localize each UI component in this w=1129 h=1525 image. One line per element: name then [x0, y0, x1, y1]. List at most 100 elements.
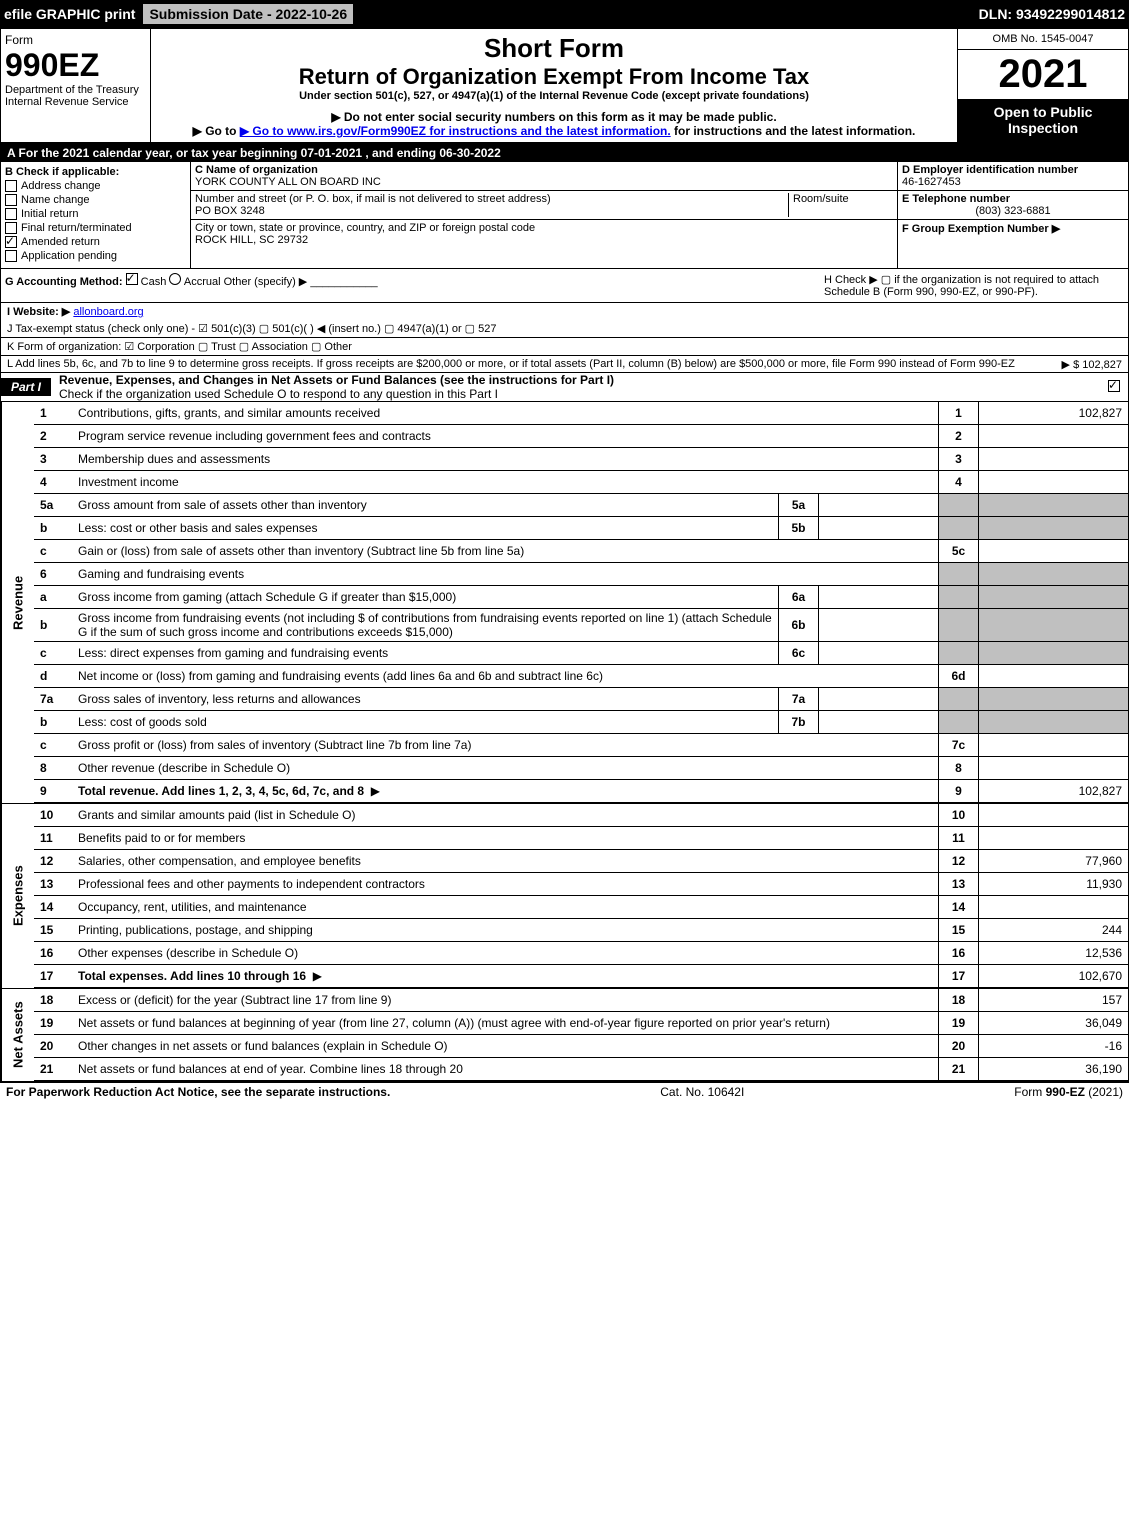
- line-number: d: [34, 665, 74, 687]
- line-box: 2: [938, 425, 978, 447]
- table-row: 4Investment income4: [34, 471, 1128, 494]
- radio-accrual[interactable]: [169, 273, 181, 285]
- checkbox-schedule-o[interactable]: [1108, 380, 1120, 392]
- checkbox-final-return[interactable]: [5, 222, 17, 234]
- line-value: [978, 896, 1128, 918]
- section-g-accounting: G Accounting Method: Cash Accrual Other …: [5, 273, 824, 298]
- submission-date: Submission Date - 2022-10-26: [141, 2, 355, 26]
- line-number: a: [34, 586, 74, 608]
- line-value: 36,190: [978, 1058, 1128, 1080]
- table-row: dNet income or (loss) from gaming and fu…: [34, 665, 1128, 688]
- line-box: 1: [938, 402, 978, 424]
- line-description: Gross income from fundraising events (no…: [74, 609, 778, 641]
- checkbox-name-change[interactable]: [5, 194, 17, 206]
- table-row: 21Net assets or fund balances at end of …: [34, 1058, 1128, 1081]
- line-description: Other expenses (describe in Schedule O): [74, 942, 938, 964]
- table-row: 19Net assets or fund balances at beginni…: [34, 1012, 1128, 1035]
- line-number: b: [34, 517, 74, 539]
- line-value: -16: [978, 1035, 1128, 1057]
- table-row: cGain or (loss) from sale of assets othe…: [34, 540, 1128, 563]
- line-number: c: [34, 540, 74, 562]
- dln: DLN: 93492299014812: [979, 6, 1125, 22]
- line-value: 244: [978, 919, 1128, 941]
- line-number: b: [34, 711, 74, 733]
- short-form-title: Short Form: [155, 33, 953, 64]
- checkbox-address-change[interactable]: [5, 180, 17, 192]
- line-box: 11: [938, 827, 978, 849]
- website-row: I Website: ▶ allonboard.org: [1, 303, 1128, 320]
- line-value: [978, 642, 1128, 664]
- line-value: 102,827: [978, 402, 1128, 424]
- line-number: c: [34, 734, 74, 756]
- line-number: 16: [34, 942, 74, 964]
- line-number: 3: [34, 448, 74, 470]
- omb-number: OMB No. 1545-0047: [958, 29, 1128, 50]
- line-value: [978, 563, 1128, 585]
- checkbox-cash[interactable]: [126, 273, 138, 285]
- line-number: 4: [34, 471, 74, 493]
- line-description: Occupancy, rent, utilities, and maintena…: [74, 896, 938, 918]
- line-description: Program service revenue including govern…: [74, 425, 938, 447]
- sub-value: [818, 494, 938, 516]
- line-description: Other changes in net assets or fund bala…: [74, 1035, 938, 1057]
- table-row: 20Other changes in net assets or fund ba…: [34, 1035, 1128, 1058]
- open-to-public: Open to Public Inspection: [958, 100, 1128, 142]
- line-value: [978, 471, 1128, 493]
- line-number: 21: [34, 1058, 74, 1080]
- line-box: 4: [938, 471, 978, 493]
- line-description: Professional fees and other payments to …: [74, 873, 938, 895]
- table-row: 6Gaming and fundraising events: [34, 563, 1128, 586]
- line-description: Gross income from gaming (attach Schedul…: [74, 586, 778, 608]
- checkbox-application-pending[interactable]: [5, 250, 17, 262]
- checkbox-amended-return[interactable]: [5, 236, 17, 248]
- table-row: aGross income from gaming (attach Schedu…: [34, 586, 1128, 609]
- table-row: cLess: direct expenses from gaming and f…: [34, 642, 1128, 665]
- line-box: [938, 688, 978, 710]
- dept-treasury: Department of the Treasury: [5, 84, 146, 96]
- line-description: Printing, publications, postage, and shi…: [74, 919, 938, 941]
- return-title: Return of Organization Exempt From Incom…: [155, 64, 953, 90]
- line-value: [978, 688, 1128, 710]
- website-link[interactable]: allonboard.org: [73, 306, 143, 318]
- table-row: bLess: cost of goods sold7b: [34, 711, 1128, 734]
- side-label-netassets: Net Assets: [1, 989, 34, 1081]
- line-value: 157: [978, 989, 1128, 1011]
- line-box: 17: [938, 965, 978, 987]
- line-value: [978, 586, 1128, 608]
- table-row: 2Program service revenue including gover…: [34, 425, 1128, 448]
- line-description: Total expenses. Add lines 10 through 16 …: [74, 965, 938, 987]
- line-box: 5c: [938, 540, 978, 562]
- sub-line-box: 5b: [778, 517, 818, 539]
- line-description: Other revenue (describe in Schedule O): [74, 757, 938, 779]
- line-description: Membership dues and assessments: [74, 448, 938, 470]
- section-h-schedule-b: H Check ▶ ▢ if the organization is not r…: [824, 273, 1124, 298]
- line-box: [938, 563, 978, 585]
- side-label-expenses: Expenses: [1, 804, 34, 988]
- sub-line-box: 7b: [778, 711, 818, 733]
- section-c-org-info: C Name of organization YORK COUNTY ALL O…: [191, 162, 898, 268]
- efile-label[interactable]: efile GRAPHIC print: [4, 6, 135, 22]
- table-row: 10Grants and similar amounts paid (list …: [34, 804, 1128, 827]
- checkbox-initial-return[interactable]: [5, 208, 17, 220]
- goto-link[interactable]: ▶ Go to ▶ Go to www.irs.gov/Form990EZ fo…: [155, 124, 953, 138]
- sub-value: [818, 642, 938, 664]
- table-row: 15Printing, publications, postage, and s…: [34, 919, 1128, 942]
- sub-value: [818, 517, 938, 539]
- line-number: 15: [34, 919, 74, 941]
- line-number: 1: [34, 402, 74, 424]
- table-row: 1Contributions, gifts, grants, and simil…: [34, 402, 1128, 425]
- line-box: 8: [938, 757, 978, 779]
- line-box: 16: [938, 942, 978, 964]
- line-value: [978, 804, 1128, 826]
- line-value: 11,930: [978, 873, 1128, 895]
- line-number: 12: [34, 850, 74, 872]
- line-number: 8: [34, 757, 74, 779]
- table-row: bGross income from fundraising events (n…: [34, 609, 1128, 642]
- line-box: [938, 711, 978, 733]
- line-number: 2: [34, 425, 74, 447]
- line-value: [978, 517, 1128, 539]
- line-number: 18: [34, 989, 74, 1011]
- line-value: [978, 540, 1128, 562]
- line-box: 7c: [938, 734, 978, 756]
- line-number: 6: [34, 563, 74, 585]
